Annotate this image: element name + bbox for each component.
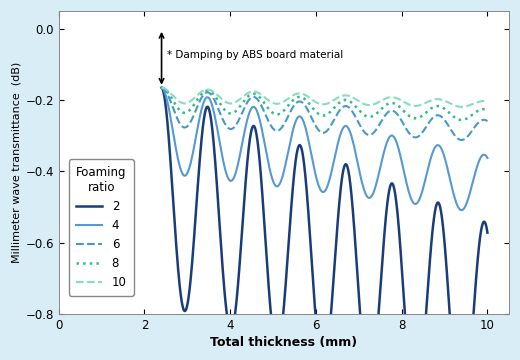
10 <box>475 100 482 104</box>
2 <box>317 357 323 360</box>
Text: * Damping by ABS board material: * Damping by ABS board material <box>167 50 343 59</box>
10 <box>459 105 465 109</box>
Y-axis label: Millimeter wave transmittance  (dB): Millimeter wave transmittance (dB) <box>11 62 21 263</box>
8 <box>317 113 323 117</box>
10 <box>308 97 315 101</box>
4 <box>484 156 490 160</box>
2 <box>475 254 481 258</box>
8 <box>175 106 181 111</box>
6 <box>459 138 465 142</box>
10 <box>484 99 490 104</box>
10 <box>159 86 165 90</box>
X-axis label: Total thickness (mm): Total thickness (mm) <box>210 336 357 349</box>
4 <box>159 86 165 90</box>
8 <box>415 116 421 120</box>
4 <box>317 187 323 191</box>
4 <box>475 162 481 166</box>
10 <box>475 100 481 104</box>
6 <box>475 121 482 125</box>
4 <box>308 152 315 157</box>
4 <box>415 199 421 204</box>
2 <box>308 254 315 258</box>
2 <box>484 230 490 235</box>
8 <box>459 118 465 122</box>
8 <box>159 86 165 90</box>
6 <box>175 118 181 123</box>
Line: 4: 4 <box>162 88 487 210</box>
6 <box>484 119 490 123</box>
8 <box>475 109 482 113</box>
4 <box>175 158 181 162</box>
Line: 10: 10 <box>162 88 487 107</box>
4 <box>459 208 465 212</box>
Line: 6: 6 <box>162 88 487 140</box>
8 <box>484 108 490 112</box>
6 <box>415 134 421 139</box>
Line: 2: 2 <box>162 88 487 360</box>
Line: 8: 8 <box>162 88 487 120</box>
10 <box>415 104 421 108</box>
4 <box>475 161 482 165</box>
6 <box>317 129 323 134</box>
6 <box>308 115 315 120</box>
6 <box>475 121 481 125</box>
8 <box>475 109 481 113</box>
10 <box>317 102 323 106</box>
8 <box>308 104 315 109</box>
6 <box>159 86 165 90</box>
2 <box>159 86 165 90</box>
2 <box>475 252 482 257</box>
10 <box>175 99 181 103</box>
Legend: 2, 4, 6, 8, 10: 2, 4, 6, 8, 10 <box>69 159 134 296</box>
2 <box>175 268 181 272</box>
